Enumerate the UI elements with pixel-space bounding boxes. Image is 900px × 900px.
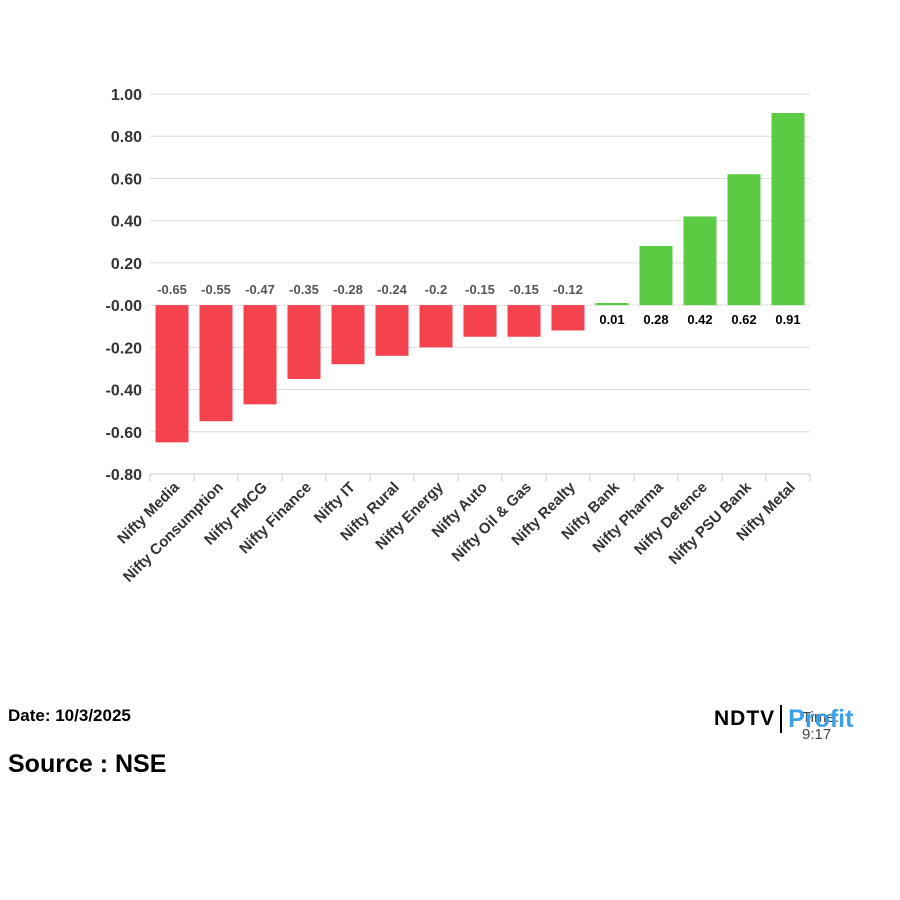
y-tick-label: -0.60 — [106, 425, 143, 442]
bar — [419, 305, 453, 348]
data-label: -0.28 — [333, 282, 363, 297]
data-label: -0.65 — [157, 282, 187, 297]
data-label: 0.28 — [643, 312, 668, 327]
source-label: Source : NSE — [8, 750, 167, 778]
data-label: 0.42 — [687, 312, 712, 327]
bar — [375, 305, 409, 356]
bar — [639, 246, 673, 306]
bar — [683, 216, 717, 306]
bar — [287, 305, 321, 379]
bars — [155, 113, 805, 443]
bar — [463, 305, 497, 337]
y-tick-label: -0.40 — [106, 383, 143, 400]
x-tick-label: Nifty Oil & Gas — [449, 479, 535, 565]
bar — [727, 174, 761, 306]
data-label: -0.15 — [509, 282, 539, 297]
data-label: -0.47 — [245, 282, 275, 297]
y-tick-label: -0.20 — [106, 340, 143, 357]
y-tick-label: 0.20 — [111, 256, 142, 273]
y-tick-label: 0.80 — [111, 129, 142, 146]
bar — [155, 305, 189, 443]
brand-ndtv-text: NDTV — [714, 707, 776, 730]
data-label: -0.12 — [553, 282, 583, 297]
bar — [595, 303, 629, 306]
bar — [507, 305, 541, 337]
data-label: -0.24 — [377, 282, 407, 297]
bar — [771, 113, 805, 306]
y-axis-ticks: 1.00 0.80 0.60 0.40 0.20 -0.00 -0.20 -0.40 -0.60… — [106, 87, 143, 484]
date-label: Date: 10/3/2025 — [8, 706, 131, 725]
bar — [331, 305, 365, 365]
value-labels: -0.65 -0.55 -0.47 -0.35 -0.28 -0.24 -0.2 -0.15-… — [157, 282, 800, 327]
y-tick-label: 0.60 — [111, 171, 142, 188]
bar — [551, 305, 585, 331]
data-label: -0.55 — [201, 282, 231, 297]
y-tick-label: 0.40 — [111, 214, 142, 231]
bar-chart: 1.00 0.80 0.60 0.40 0.20 -0.00 -0.20 -0.40 -0.60… — [106, 87, 811, 586]
data-label: 0.91 — [775, 312, 800, 327]
brand-logo: NDTV Profit Time: 9:17 — [714, 704, 854, 744]
data-label: 0.62 — [731, 312, 756, 327]
data-label: -0.15 — [465, 282, 495, 297]
y-tick-label: -0.80 — [106, 467, 143, 484]
data-label: -0.2 — [425, 282, 447, 297]
data-label: -0.35 — [289, 282, 319, 297]
bar — [243, 305, 277, 405]
x-axis — [149, 473, 811, 482]
bar — [199, 305, 233, 422]
brand-profit-text: Profit — [788, 704, 854, 733]
brand-separator — [780, 705, 783, 733]
data-label: 0.01 — [599, 312, 624, 327]
y-tick-label: -0.00 — [106, 298, 143, 315]
y-tick-label: 1.00 — [111, 87, 142, 104]
